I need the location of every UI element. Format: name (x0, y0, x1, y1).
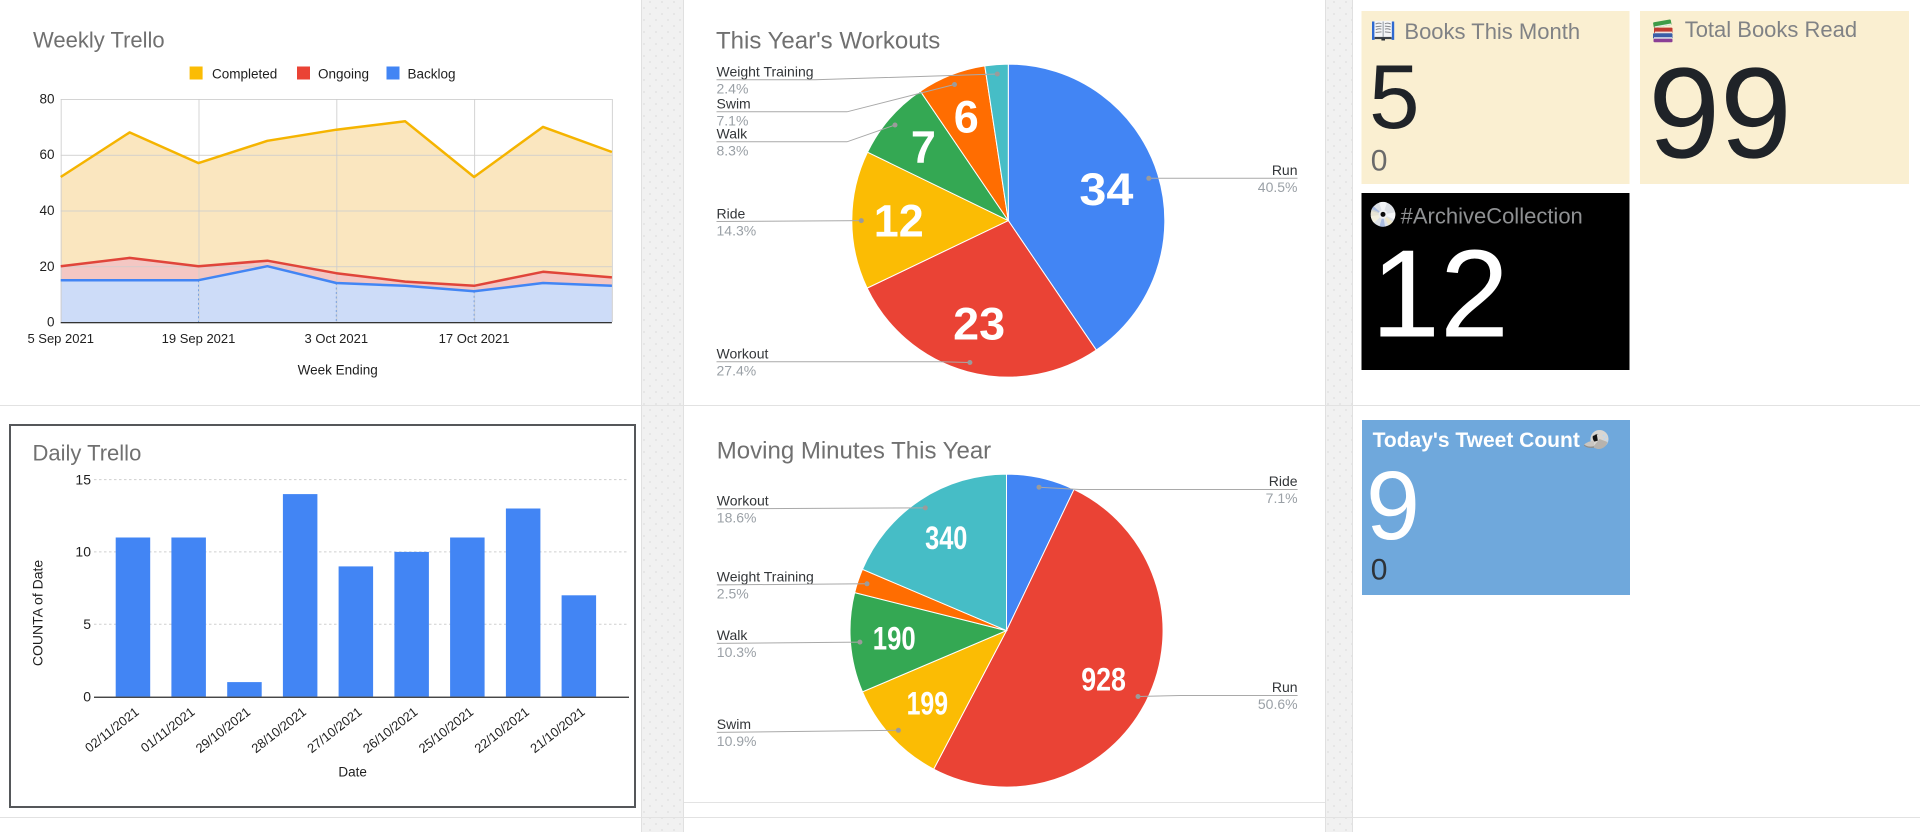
svg-text:6: 6 (954, 91, 979, 142)
svg-text:27.4%: 27.4% (717, 363, 757, 379)
svg-text:Weekly Trello: Weekly Trello (33, 28, 165, 53)
svg-text:Ongoing: Ongoing (318, 67, 369, 82)
svg-text:12: 12 (1371, 226, 1509, 364)
svg-text:12: 12 (874, 196, 924, 247)
svg-text:Run: Run (1272, 162, 1298, 178)
svg-text:Workout: Workout (717, 346, 769, 362)
svg-text:99: 99 (1648, 41, 1792, 185)
svg-text:34: 34 (1079, 164, 1133, 215)
svg-text:5: 5 (1369, 47, 1420, 148)
svg-text:928: 928 (1081, 661, 1126, 697)
svg-text:Backlog: Backlog (408, 67, 456, 82)
svg-text:Total Books Read: Total Books Read (1685, 17, 1857, 42)
svg-text:2.4%: 2.4% (717, 81, 749, 97)
svg-text:#ArchiveCollection: #ArchiveCollection (1401, 203, 1583, 228)
svg-text:Today's Tweet Count: Today's Tweet Count (1373, 429, 1580, 452)
svg-text:Weight Training: Weight Training (717, 64, 814, 80)
svg-text:2.5%: 2.5% (717, 586, 749, 602)
svg-text:0: 0 (1371, 554, 1388, 587)
svg-text:Swim: Swim (717, 716, 751, 732)
svg-text:Books This Month: Books This Month (1404, 19, 1580, 44)
svg-text:This Year's Workouts: This Year's Workouts (716, 27, 940, 54)
svg-text:7.1%: 7.1% (1266, 490, 1298, 506)
svg-text:Walk: Walk (717, 126, 749, 142)
svg-text:Moving Minutes This Year: Moving Minutes This Year (717, 437, 991, 464)
svg-text:Weight Training: Weight Training (717, 569, 814, 585)
svg-text:0: 0 (83, 688, 91, 704)
svg-text:7: 7 (911, 122, 936, 173)
svg-text:Completed: Completed (212, 67, 277, 82)
svg-text:60: 60 (39, 147, 54, 162)
svg-text:17 Oct 2021: 17 Oct 2021 (439, 331, 510, 346)
svg-text:COUNTA of Date: COUNTA of Date (30, 560, 46, 667)
svg-text:0: 0 (1371, 145, 1388, 178)
svg-text:40.5%: 40.5% (1258, 179, 1298, 195)
svg-text:8.3%: 8.3% (717, 143, 749, 159)
svg-text:9: 9 (1366, 451, 1420, 560)
svg-text:15: 15 (75, 471, 91, 487)
svg-text:14.3%: 14.3% (717, 223, 757, 239)
svg-text:Daily Trello: Daily Trello (33, 441, 142, 466)
svg-text:Walk: Walk (717, 627, 749, 643)
svg-text:7.1%: 7.1% (717, 113, 749, 129)
svg-text:18.6%: 18.6% (717, 509, 757, 525)
svg-text:Ride: Ride (717, 206, 746, 222)
svg-text:3 Oct 2021: 3 Oct 2021 (304, 331, 368, 346)
svg-text:Date: Date (338, 765, 367, 780)
svg-text:19 Sep 2021: 19 Sep 2021 (162, 331, 236, 346)
svg-text:80: 80 (39, 92, 54, 107)
svg-text:5: 5 (83, 616, 91, 632)
svg-text:50.6%: 50.6% (1258, 696, 1298, 712)
svg-text:0: 0 (47, 315, 55, 330)
svg-text:23: 23 (953, 298, 1005, 349)
svg-text:10.9%: 10.9% (717, 733, 757, 749)
svg-text:Run: Run (1272, 679, 1298, 695)
svg-text:10.3%: 10.3% (717, 644, 757, 660)
svg-text:40: 40 (39, 203, 54, 218)
svg-text:199: 199 (907, 686, 949, 722)
svg-text:10: 10 (75, 544, 91, 560)
svg-text:Swim: Swim (717, 96, 751, 112)
svg-text:20: 20 (39, 259, 54, 274)
svg-text:Week Ending: Week Ending (298, 363, 378, 378)
svg-text:340: 340 (925, 520, 967, 556)
svg-text:190: 190 (873, 621, 916, 657)
svg-text:Ride: Ride (1269, 473, 1298, 489)
svg-text:Workout: Workout (717, 492, 769, 508)
svg-text:5 Sep 2021: 5 Sep 2021 (27, 331, 94, 346)
